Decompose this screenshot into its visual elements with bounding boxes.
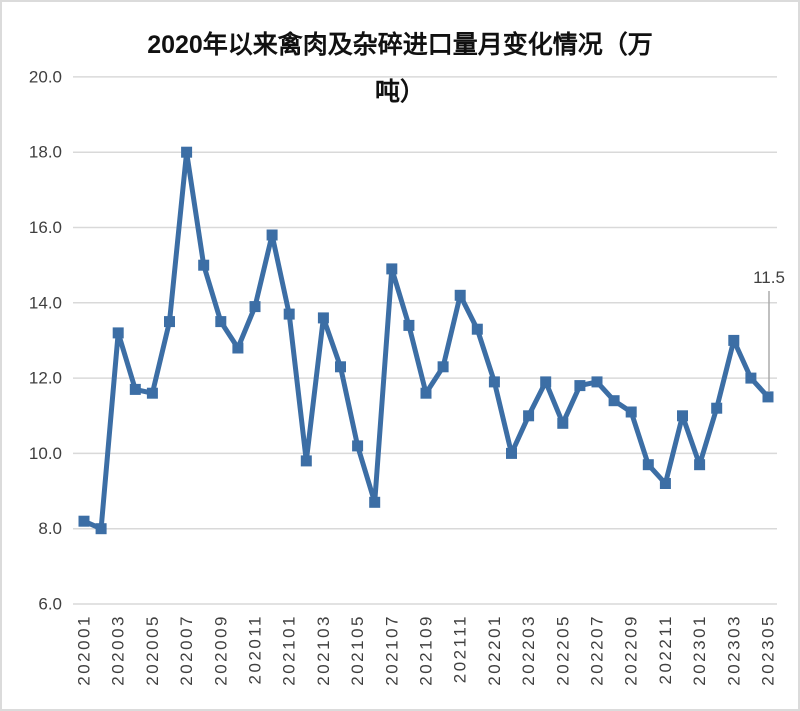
- data-point-marker: [642, 459, 654, 471]
- chart-title-line-1: 2020年以来禽肉及杂碎进口量月变化情况（万: [147, 31, 653, 59]
- x-axis-tick-label: 202207: [588, 614, 607, 686]
- data-point-marker: [420, 387, 432, 399]
- annotation-label: 11.5: [753, 268, 785, 287]
- data-point-marker: [762, 391, 774, 403]
- data-point-marker: [506, 447, 517, 459]
- x-axis-tick-label: 202007: [177, 614, 196, 686]
- series-line: [81, 149, 771, 532]
- x-axis-tick-label: 202005: [143, 614, 162, 686]
- y-axis-tick-label: 10.0: [29, 444, 62, 463]
- data-point-marker: [728, 334, 740, 346]
- x-axis-tick-label: 202105: [348, 614, 367, 686]
- data-point-marker: [677, 410, 688, 422]
- data-point-marker: [181, 146, 193, 158]
- data-point-marker: [608, 395, 620, 407]
- chart-title-line-2: 吨）: [374, 78, 425, 106]
- x-axis-tick-label: 202101: [280, 614, 299, 686]
- data-point-marker: [574, 380, 586, 392]
- data-point-marker: [146, 387, 158, 399]
- data-point-marker: [300, 455, 312, 467]
- x-axis-tick-label: 202009: [211, 614, 230, 686]
- x-axis-tick-label: 202303: [724, 614, 743, 686]
- chart-title: 2020年以来禽肉及杂碎进口量月变化情况（万 吨）: [2, 22, 798, 116]
- data-point-marker: [335, 361, 346, 373]
- data-point-marker: [403, 319, 415, 331]
- x-axis-tick-label: 202203: [519, 614, 538, 686]
- data-point-marker: [369, 496, 381, 508]
- data-point-marker: [164, 316, 175, 328]
- x-axis-tick-label: 202205: [553, 614, 572, 686]
- data-point-marker: [711, 402, 723, 414]
- x-axis-tick-label: 202109: [417, 614, 436, 686]
- y-axis-tick-label: 18.0: [29, 143, 62, 162]
- data-point-marker: [95, 523, 107, 535]
- data-point-marker: [659, 478, 671, 489]
- x-axis-tick-label: 202209: [622, 614, 641, 686]
- data-point-marker: [266, 229, 278, 241]
- y-axis-tick-label: 20.0: [29, 67, 62, 86]
- data-point-marker: [78, 515, 90, 527]
- data-point-marker: [317, 312, 329, 324]
- x-axis-tick-label: 202111: [451, 614, 470, 683]
- data-point-marker: [437, 361, 449, 373]
- data-point-marker: [523, 410, 535, 422]
- data-point-marker: [129, 383, 141, 395]
- y-axis-tick-label: 12.0: [29, 369, 62, 388]
- data-point-marker: [215, 316, 227, 328]
- x-axis-tick-label: 202103: [314, 614, 333, 686]
- data-point-marker: [249, 301, 261, 313]
- data-point-marker: [557, 417, 569, 429]
- data-point-marker: [488, 376, 500, 388]
- data-point-marker: [454, 289, 466, 301]
- x-axis-tick-label: 202003: [109, 614, 128, 686]
- data-point-marker: [198, 259, 210, 271]
- data-point-marker: [386, 263, 398, 275]
- data-point-marker: [591, 376, 603, 388]
- data-point-marker: [745, 372, 757, 384]
- y-axis-tick-label: 8.0: [38, 519, 62, 538]
- x-axis-tick-label: 202211: [656, 614, 675, 684]
- x-axis-tick-label: 202011: [246, 614, 265, 684]
- data-point-marker: [112, 327, 124, 339]
- data-point-marker: [471, 323, 483, 335]
- data-point-marker: [625, 406, 637, 418]
- data-point-marker: [232, 342, 244, 354]
- x-axis-tick-label: 202301: [690, 614, 709, 686]
- data-point-marker: [694, 459, 706, 471]
- x-axis-tick-label: 202201: [485, 614, 504, 686]
- x-axis-tick-label: 202305: [759, 614, 778, 686]
- x-axis-tick-label: 202001: [75, 614, 94, 686]
- y-axis-tick-label: 14.0: [29, 293, 62, 312]
- data-point-marker: [283, 308, 295, 320]
- data-point-marker: [352, 440, 364, 452]
- x-axis-tick-label: 202107: [382, 614, 401, 686]
- data-point-marker: [540, 376, 552, 388]
- y-axis-tick-label: 16.0: [29, 218, 62, 237]
- y-axis-tick-label: 6.0: [38, 595, 62, 614]
